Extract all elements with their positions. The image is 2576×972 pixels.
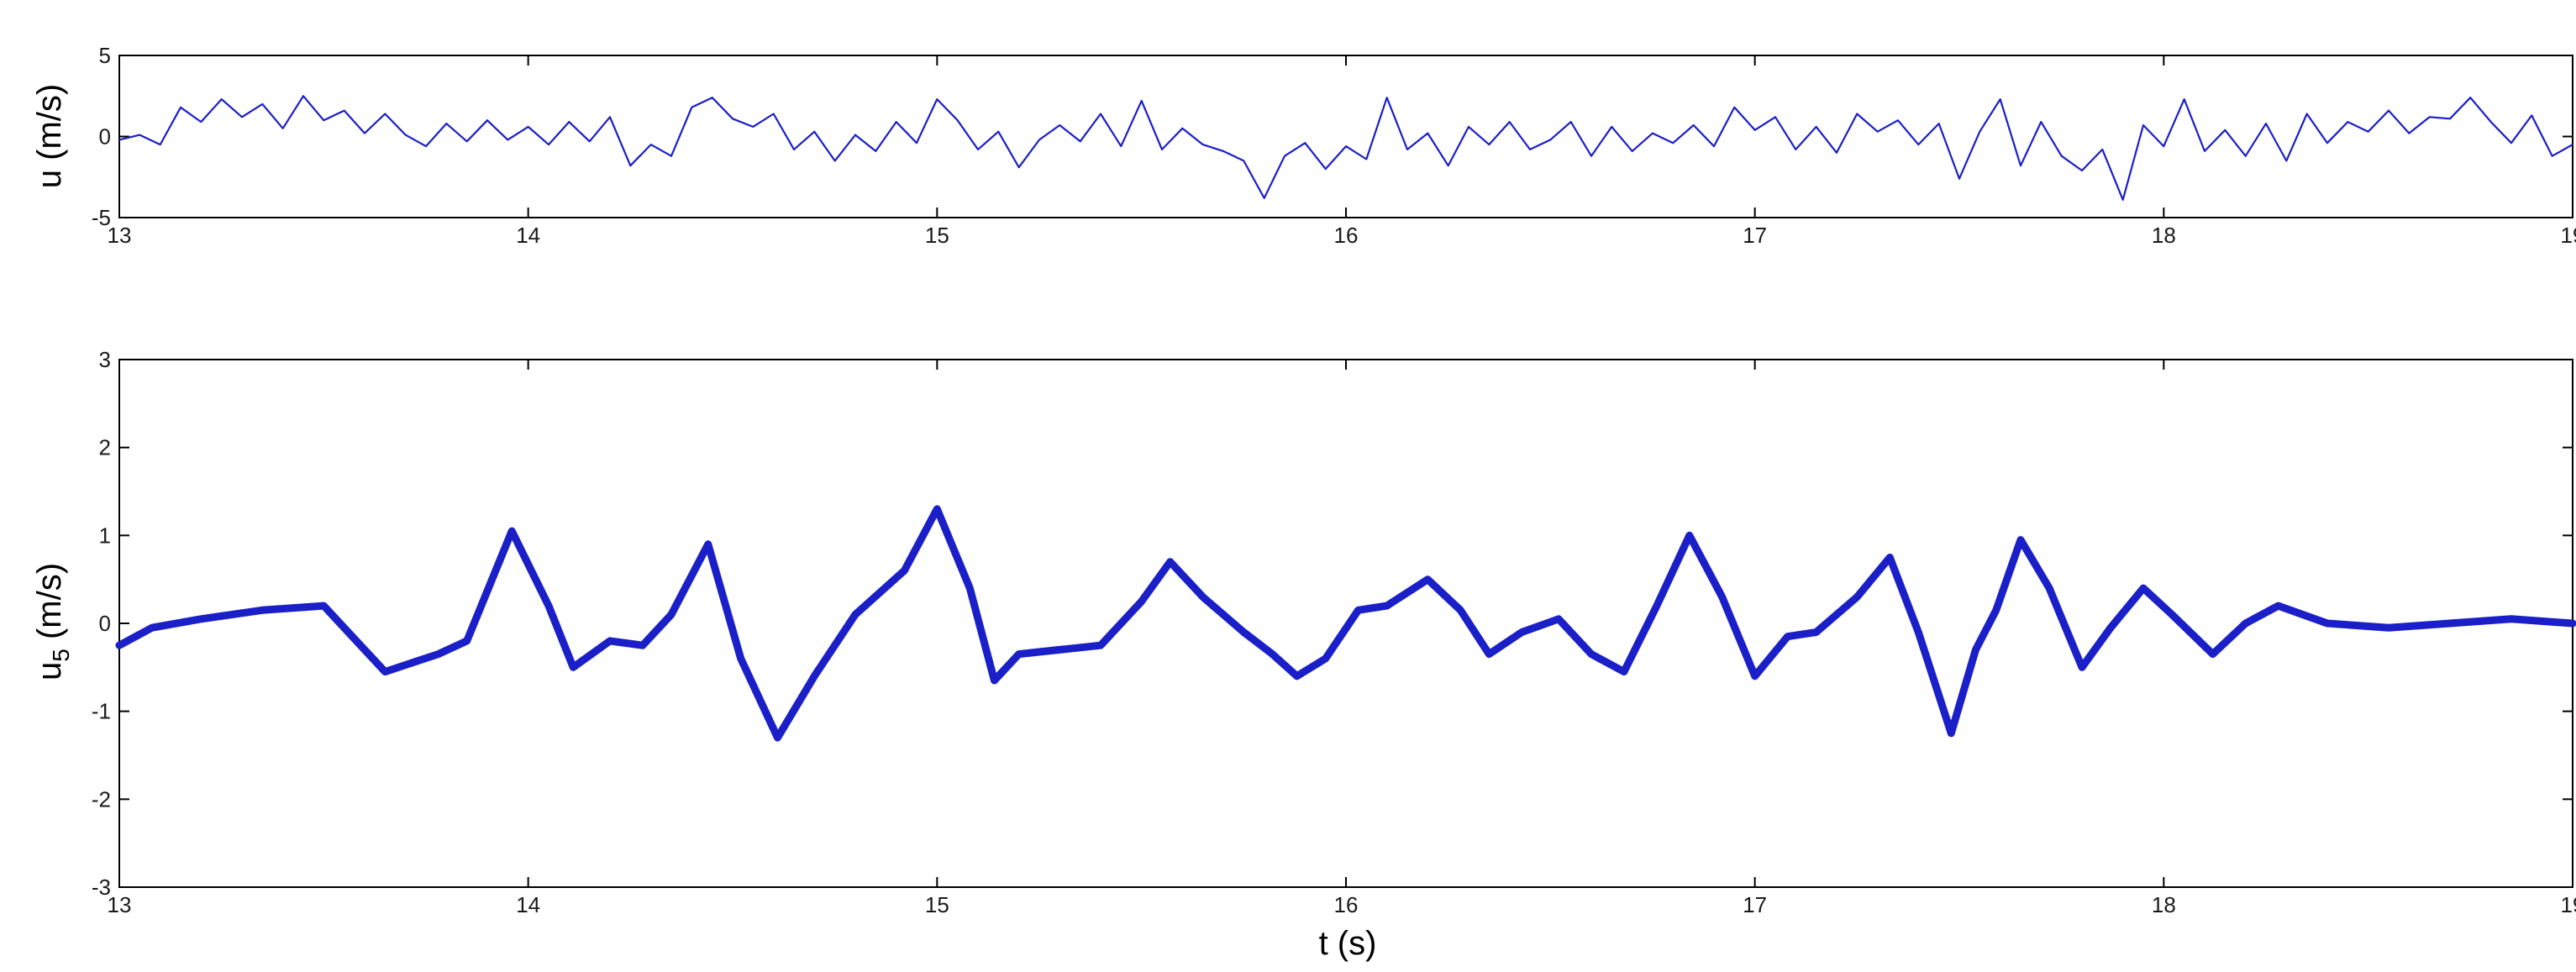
bottom-y-axis-label: u5 (m/s) bbox=[31, 563, 74, 680]
bottom-y-tick-label: -3 bbox=[92, 875, 111, 900]
bottom-x-axis-label: t (s) bbox=[1319, 925, 1377, 962]
bottom-tick-labels: 13 14 15 16 17 18 19 -3 -2 -1 0 1 2 3 bbox=[92, 347, 2576, 917]
bottom-series-line bbox=[115, 505, 2576, 742]
top-ticks bbox=[118, 55, 2573, 218]
top-y-tick-label: 5 bbox=[99, 43, 111, 68]
bottom-x-tick-label: 14 bbox=[516, 892, 540, 917]
bottom-y-tick-label: 3 bbox=[99, 347, 111, 372]
top-x-tick-label: 13 bbox=[108, 223, 132, 248]
bottom-x-tick-label: 17 bbox=[1743, 892, 1767, 917]
bottom-x-tick-label: 16 bbox=[1334, 892, 1359, 917]
bottom-y-label-unit: (m/s) bbox=[31, 563, 68, 649]
top-x-tick-label: 15 bbox=[925, 223, 949, 248]
bottom-y-tick-label: 2 bbox=[99, 435, 111, 460]
top-series-line bbox=[118, 95, 2573, 201]
bottom-ticks bbox=[118, 359, 2573, 888]
bottom-x-tick-label: 15 bbox=[925, 892, 949, 917]
top-y-tick-label: 0 bbox=[99, 124, 111, 150]
top-y-axis-label: u (m/s) bbox=[31, 84, 68, 188]
top-x-tick-label: 14 bbox=[516, 223, 540, 248]
top-plot-frame bbox=[118, 55, 2573, 218]
bottom-y-tick-label: -2 bbox=[92, 786, 111, 812]
top-y-tick-label: -5 bbox=[92, 205, 111, 230]
bottom-y-label-subscript: 5 bbox=[48, 649, 74, 662]
bottom-y-label-base: u bbox=[31, 662, 68, 680]
top-x-tick-label: 18 bbox=[2152, 223, 2176, 248]
top-x-tick-label: 17 bbox=[1743, 223, 1767, 248]
bottom-x-tick-label: 18 bbox=[2152, 892, 2176, 917]
bottom-y-tick-label: -1 bbox=[92, 699, 111, 724]
bottom-panel: 13 14 15 16 17 18 19 -3 -2 -1 0 1 2 3 u5 (m/s) t (s) bbox=[31, 347, 2576, 962]
bottom-x-tick-label: 19 bbox=[2561, 892, 2576, 917]
top-x-tick-label: 16 bbox=[1334, 223, 1359, 248]
bottom-y-tick-label: 1 bbox=[99, 523, 111, 548]
bottom-y-tick-label: 0 bbox=[99, 611, 111, 636]
top-panel: 13 14 15 16 17 18 19 -5 0 5 u (m/s) bbox=[31, 43, 2576, 248]
top-x-tick-label: 19 bbox=[2561, 223, 2576, 248]
bottom-x-tick-label: 13 bbox=[108, 892, 132, 917]
top-tick-labels: 13 14 15 16 17 18 19 -5 0 5 bbox=[92, 43, 2576, 248]
